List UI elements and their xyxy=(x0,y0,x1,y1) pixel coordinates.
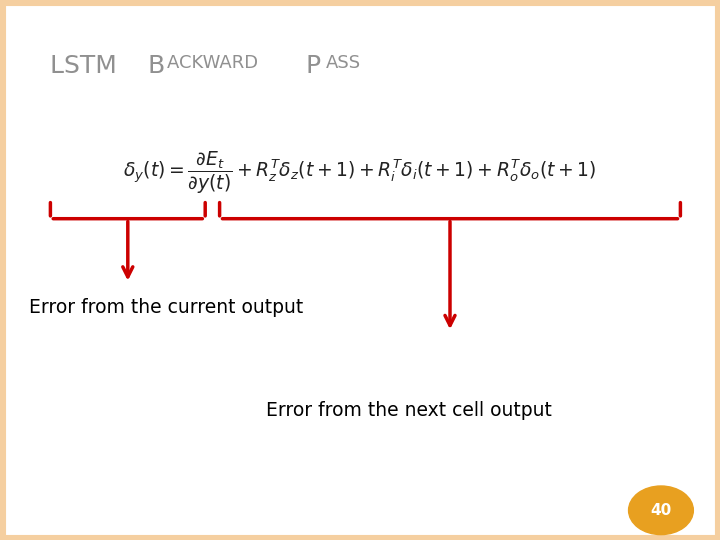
Text: P: P xyxy=(306,54,321,78)
Text: ACKWARD: ACKWARD xyxy=(167,54,264,72)
Text: ASS: ASS xyxy=(325,54,361,72)
Text: Error from the next cell output: Error from the next cell output xyxy=(266,401,552,420)
Text: Error from the current output: Error from the current output xyxy=(29,298,303,318)
Circle shape xyxy=(629,486,693,535)
Text: $\delta_y(t) = \dfrac{\partial E_t}{\partial y(t)} + R_z^T \delta_z(t+1) + R_i^T: $\delta_y(t) = \dfrac{\partial E_t}{\par… xyxy=(123,150,597,196)
Text: LSTM: LSTM xyxy=(50,54,125,78)
Text: B: B xyxy=(148,54,165,78)
Text: 40: 40 xyxy=(650,503,672,518)
